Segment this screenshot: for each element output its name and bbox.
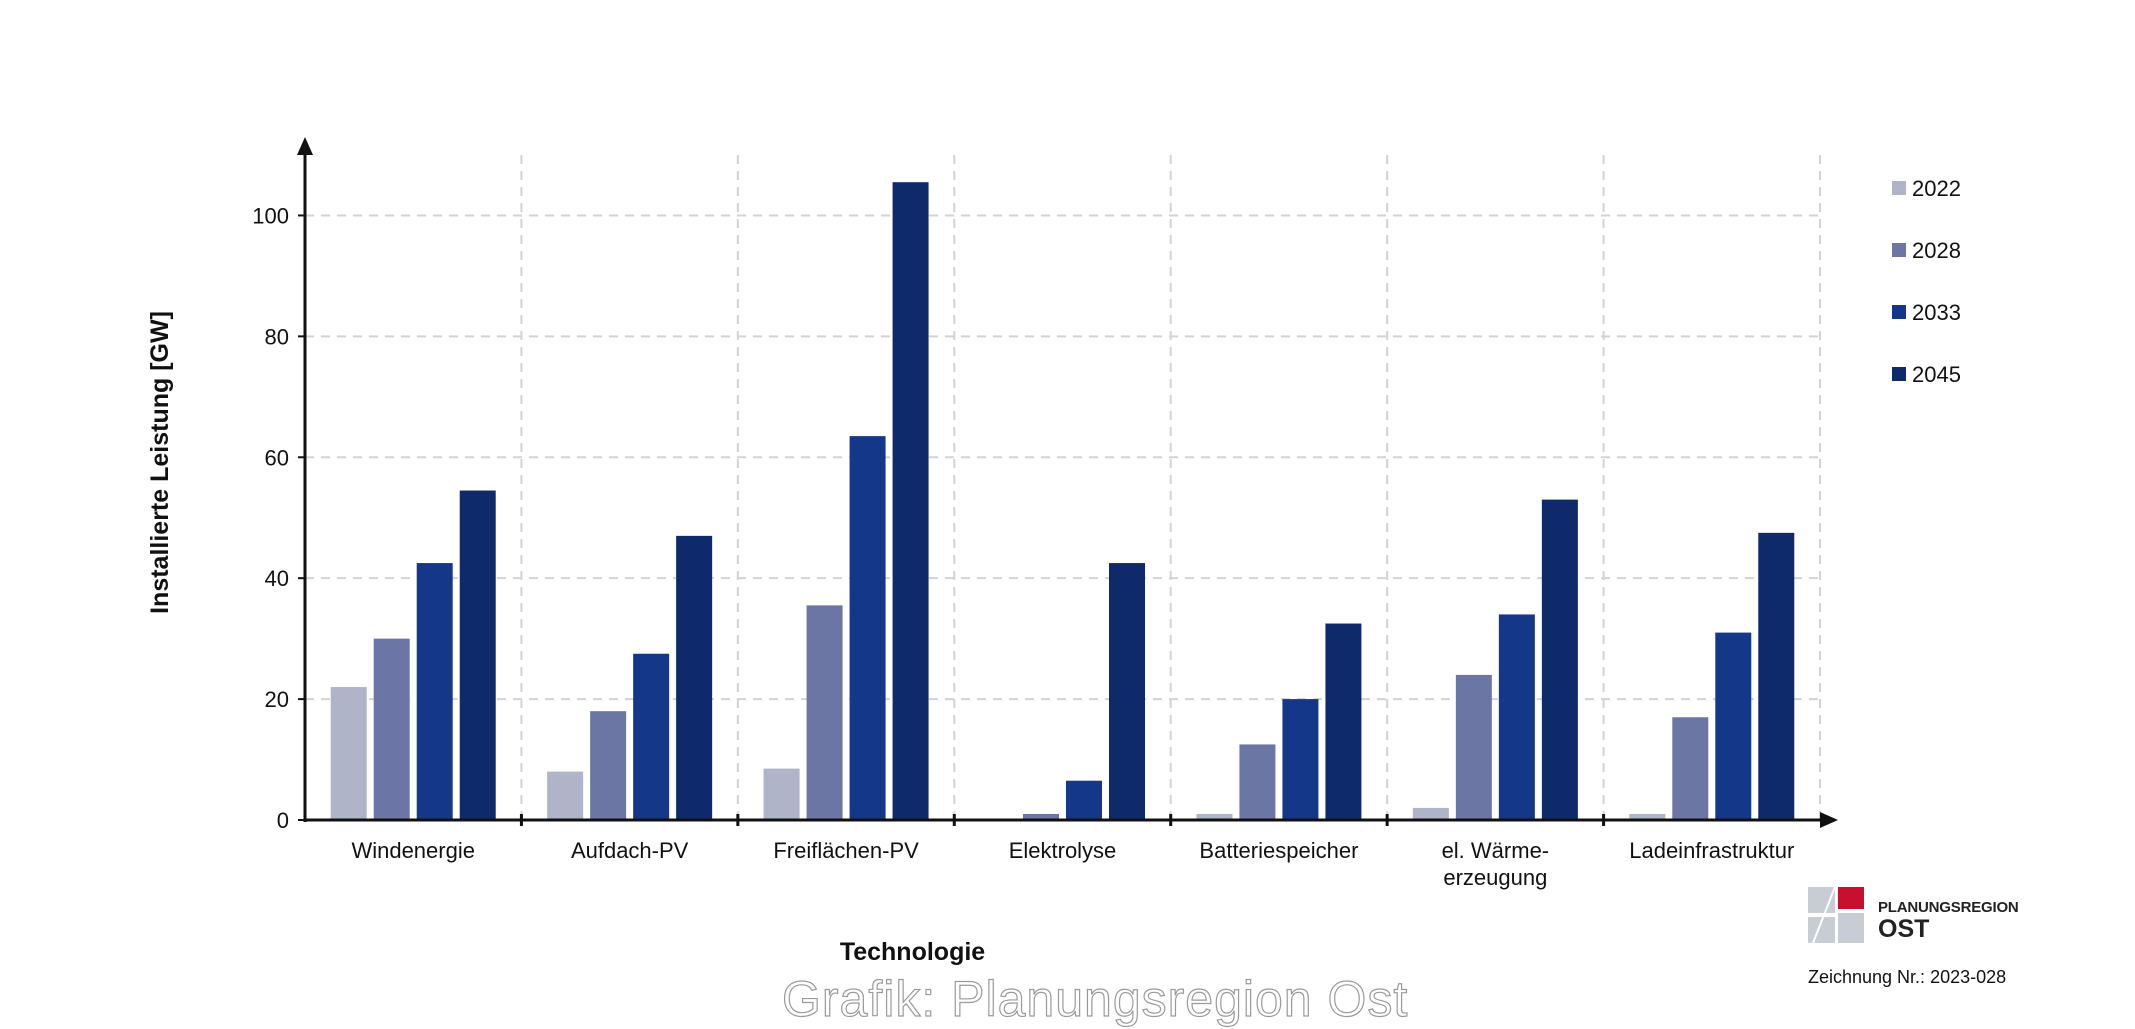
bar [849,436,886,820]
legend-swatch [1892,367,1906,381]
bar [892,182,929,821]
y-tick-label: 0 [277,808,289,833]
bar [1541,499,1578,820]
y-tick-label: 80 [265,324,289,349]
x-tick-label: Elektrolyse [1009,838,1117,863]
bar [1066,780,1102,820]
y-tick-label: 60 [265,445,289,470]
x-axis-arrow-icon [1820,812,1838,828]
watermark: Grafik: Planungsregion Ost [781,970,1409,1027]
bar [1455,674,1492,820]
bar [633,653,670,820]
bar [1498,614,1535,820]
legend-label: 2033 [1912,300,1961,325]
bar [1282,699,1319,820]
bar [806,605,843,820]
bar [330,687,367,820]
x-tick-label: Ladeinfrastruktur [1629,838,1794,863]
bar [1239,744,1276,820]
legend-label: 2045 [1912,362,1961,387]
bar [676,535,713,820]
bar [1629,813,1666,820]
bar [1196,813,1233,820]
planungsregion-logo: PLANUNGSREGION OST Zeichnung Nr.: 2023-0… [1808,887,2048,987]
x-tick-label: Batteriespeicher [1199,838,1358,863]
y-tick-label: 20 [265,687,289,712]
bar [590,711,627,820]
y-axis-title: Installierte Leistung [GW] [146,311,174,614]
x-tick-label: Aufdach-PV [571,838,689,863]
bar [416,563,453,820]
x-tick-label: el. Wärme- [1442,838,1550,863]
bar [1758,532,1795,820]
logo-name-big: OST [1878,915,1930,943]
x-axis-title: Technologie [840,938,985,966]
logo-name-top: PLANUNGSREGION [1878,899,2019,916]
legend-swatch [1892,181,1906,195]
legend-swatch [1892,243,1906,257]
y-tick-label: 40 [265,566,289,591]
drawing-number: Zeichnung Nr.: 2023-028 [1808,967,2007,987]
x-tick-label: Freiflächen-PV [773,838,919,863]
bar [459,490,496,820]
bar [1023,813,1059,820]
bar [1715,632,1752,820]
bar [1412,807,1449,820]
x-tick-label: Windenergie [351,838,475,863]
legend-label: 2022 [1912,176,1961,201]
bar [763,768,800,820]
x-tick-label: erzeugung [1443,865,1547,890]
bar [547,771,584,820]
y-tick-label: 100 [252,203,289,228]
bar [1672,717,1709,820]
bar [1109,563,1145,820]
y-axis-arrow-icon [297,137,313,155]
bar [1325,623,1362,820]
bar [373,638,410,820]
logo-mark-icon [1808,887,1864,943]
legend-swatch [1892,305,1906,319]
legend-label: 2028 [1912,238,1961,263]
